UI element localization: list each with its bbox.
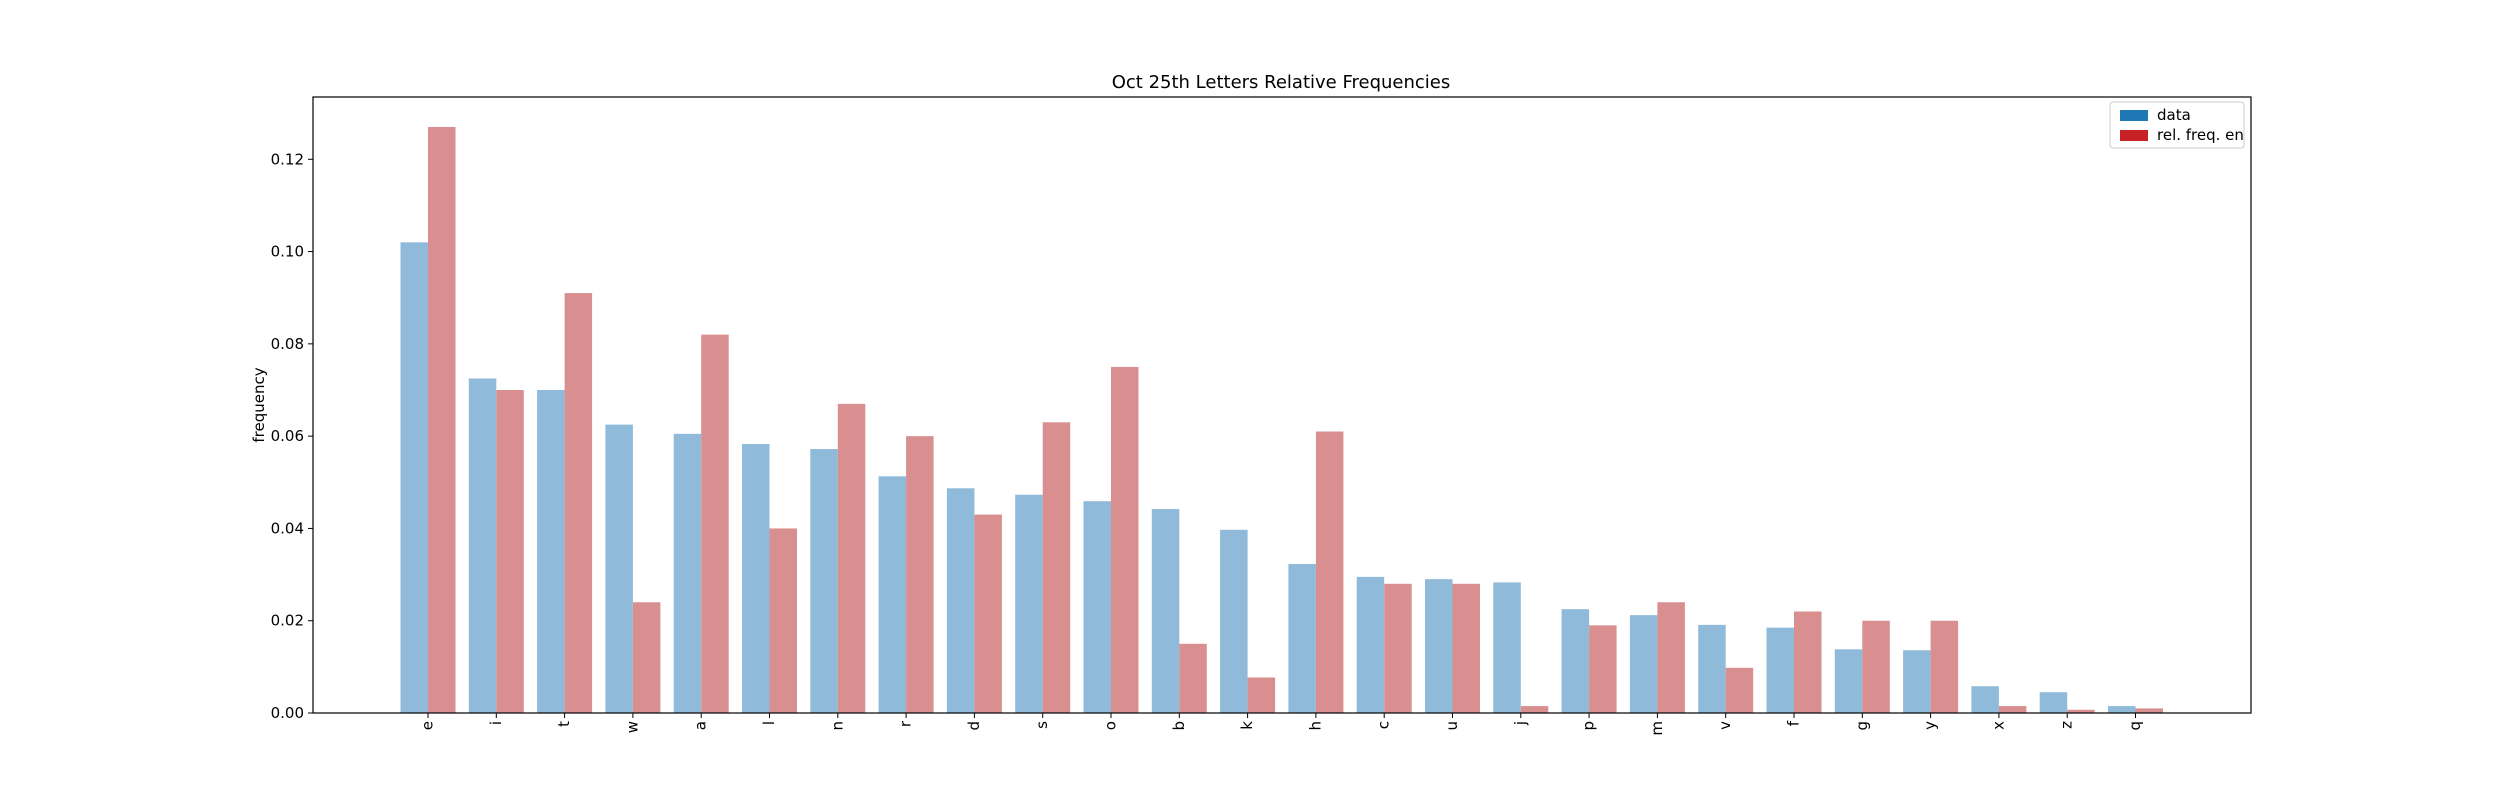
bar-rel-freq-en-r (906, 436, 934, 713)
bar-data-i (468, 378, 497, 713)
legend-swatch-rel-freq-en (2120, 130, 2148, 141)
y-tick-label: 0.12 (271, 150, 304, 168)
bar-rel-freq-en-x (1998, 706, 2027, 713)
x-tick-label: s (1033, 721, 1051, 729)
x-tick-label: v (1716, 721, 1734, 730)
y-tick-label: 0.00 (271, 704, 304, 722)
x-tick-label: x (1989, 721, 2007, 730)
bar-data-n (810, 449, 838, 713)
bar-rel-freq-en-v (1725, 667, 1754, 713)
y-axis-label: frequency (250, 367, 268, 442)
bar-rel-freq-en-a (701, 334, 729, 713)
bar-data-d (946, 488, 975, 713)
bar-data-l (742, 443, 770, 713)
bar-data-y (1903, 650, 1931, 713)
x-tick-label: k (1238, 721, 1256, 730)
bar-rel-freq-en-p (1589, 625, 1617, 713)
bar-data-m (1629, 615, 1658, 713)
bar-rel-freq-en-s (1042, 422, 1071, 713)
bar-data-h (1288, 563, 1316, 713)
y-tick-label: 0.02 (271, 612, 304, 630)
plot-frame (312, 96, 2252, 714)
x-tick-label: t (555, 721, 573, 727)
bar-rel-freq-en-y (1930, 620, 1959, 713)
bar-data-t (537, 390, 565, 713)
x-tick-label: j (1511, 721, 1529, 726)
bar-data-s (1015, 494, 1043, 713)
x-tick-label: f (1785, 720, 1803, 726)
y-tick-label: 0.06 (271, 427, 304, 445)
bar-rel-freq-en-k (1247, 677, 1276, 713)
bar-rel-freq-en-m (1657, 602, 1685, 713)
legend: data rel. freq. en (2109, 101, 2245, 149)
bar-rel-freq-en-d (974, 514, 1002, 713)
bar-data-v (1698, 624, 1726, 713)
bar-data-e (400, 242, 428, 713)
bar-rel-freq-en-j (1520, 706, 1549, 713)
bar-data-z (2039, 692, 2068, 713)
bar-data-b (1151, 509, 1180, 713)
bar-data-f (1766, 627, 1794, 713)
bar-rel-freq-en-l (769, 528, 797, 713)
bar-data-p (1561, 609, 1590, 713)
x-tick-label: e (419, 721, 437, 730)
x-tick-label: h (1306, 721, 1324, 731)
x-tick-label: m (1648, 721, 1666, 736)
bar-rel-freq-en-i (496, 390, 524, 713)
bar-rel-freq-en-z (2067, 709, 2095, 713)
x-tick-label: d (965, 721, 983, 731)
x-tick-label: a (692, 721, 710, 730)
y-axis-ticks: 0.00 0.02 0.04 0.06 0.08 0.10 0.12 (271, 150, 313, 722)
bars-group (400, 126, 2163, 714)
bar-rel-freq-en-w (632, 602, 661, 713)
chart-title: Oct 25th Letters Relative Frequencies (1112, 72, 1451, 93)
x-tick-label: w (623, 721, 641, 733)
legend-swatch-data (2120, 110, 2148, 121)
x-tick-label: n (828, 721, 846, 731)
x-tick-label: r (897, 720, 915, 727)
bar-rel-freq-en-u (1452, 583, 1480, 713)
x-tick-label: o (1102, 721, 1120, 730)
bar-rel-freq-en-e (428, 126, 456, 714)
bar-rel-freq-en-f (1794, 611, 1822, 713)
legend-label-data: data (2157, 106, 2191, 124)
x-tick-label: u (1443, 721, 1461, 731)
legend-label-rel-freq-en: rel. freq. en (2157, 126, 2244, 144)
bar-rel-freq-en-g (1862, 620, 1890, 713)
x-tick-label: b (1170, 721, 1188, 731)
bar-data-c (1356, 576, 1385, 713)
bar-data-o (1083, 501, 1111, 713)
y-tick-label: 0.04 (271, 519, 304, 537)
bar-rel-freq-en-c (1384, 583, 1412, 713)
x-tick-label: l (760, 721, 778, 725)
bar-rel-freq-en-h (1315, 431, 1344, 713)
x-tick-label: z (2058, 721, 2076, 729)
bar-data-w (605, 424, 633, 713)
bar-data-q (2108, 706, 2136, 713)
bar-rel-freq-en-t (564, 293, 593, 713)
bar-data-r (878, 476, 907, 713)
bar-rel-freq-en-q (2135, 708, 2163, 713)
bar-data-a (673, 433, 702, 713)
bar-data-j (1493, 582, 1521, 713)
x-tick-label: i (487, 721, 505, 725)
bar-data-x (1971, 686, 1999, 713)
y-tick-label: 0.08 (271, 335, 304, 353)
x-tick-label: g (1853, 721, 1871, 731)
bar-rel-freq-en-n (837, 403, 866, 713)
x-tick-label: c (1375, 721, 1393, 729)
x-tick-label: q (2126, 721, 2144, 731)
y-tick-label: 0.10 (271, 243, 304, 261)
bar-data-k (1220, 529, 1248, 713)
bar-rel-freq-en-b (1179, 643, 1207, 713)
bar-rel-freq-en-o (1111, 366, 1139, 713)
bar-data-g (1834, 649, 1863, 713)
x-tick-label: y (1921, 721, 1939, 730)
bar-data-u (1425, 579, 1453, 713)
x-tick-label: p (1580, 721, 1598, 731)
